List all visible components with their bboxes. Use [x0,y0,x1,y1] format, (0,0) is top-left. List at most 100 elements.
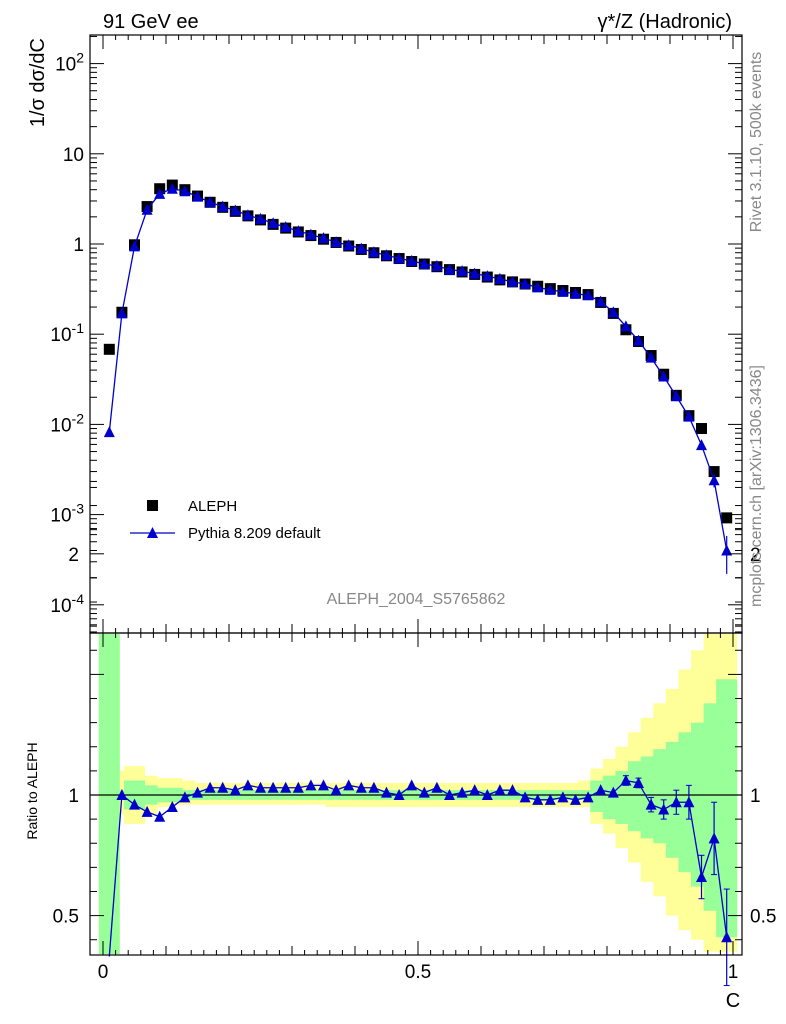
main-y-tick-label: 10-1 [50,320,84,346]
ratio-data-point [507,784,518,796]
ratio-data-point [141,805,153,817]
ratio-data-point [192,786,203,798]
ratio-data-point [381,786,392,798]
ratio-y-tick-label-left: 0.5 [53,907,79,928]
main-y-tick-label: 10-2 [50,410,84,436]
pythia-data-point [116,307,128,319]
main-y-tick-label: 1 [73,235,84,256]
ratio-data-point [494,784,506,796]
pythia-data-point [607,306,619,318]
aleph-data-point [103,343,115,355]
ratio-y-tick-label-right: 2 [750,545,761,566]
main-y-tick-label: 10-3 [50,501,84,527]
pythia-data-point [456,265,468,277]
ratio-data-point [355,781,367,793]
ratio-data-point [607,786,619,798]
x-tick-label: 0 [98,962,109,983]
pythia-data-point [507,275,518,287]
pythia-data-point [280,221,292,233]
pythia-data-point [557,285,569,297]
pythia-data-point [166,182,178,194]
pythia-data-point [696,439,707,451]
ratio-band-1sigma [716,679,738,938]
pythia-data-point [532,281,544,293]
ratio-data-point [393,789,405,800]
x-axis-label: C [726,990,740,1012]
ratio-band-1sigma [98,634,120,954]
pythia-data-point [645,351,657,363]
ratio-data-point [683,796,695,808]
aleph-data-point [721,512,733,524]
aleph-data-point [708,466,720,478]
pythia-data-point [570,287,581,299]
ratio-data-point [582,791,594,803]
pythia-data-point [368,246,380,258]
ratio-frame [89,632,743,956]
ratio-data-point [481,789,493,800]
main-y-axis-label: 1/σ dσ/dC [27,38,49,127]
ratio-data-point [469,784,481,796]
title-right: γ*/Z (Hadronic) [598,11,732,33]
ratio-y-tick-label-right: 1 [750,786,761,807]
pythia-data-point [393,252,405,264]
pythia-data-point [620,320,632,332]
ratio-data-point [456,786,468,798]
ratio-data-point [267,781,279,793]
ratio-data-point [620,774,632,786]
x-tick-label: 0.5 [405,962,431,983]
ratio-data-point [696,871,707,883]
pythia-data-point [330,236,342,248]
legend-pythia-marker [147,527,158,538]
mcplots-source-label: mcplots.cern.ch [arXiv:1306.3436] [748,365,765,607]
pythia-data-point [381,249,392,261]
pythia-data-point [343,239,355,251]
pythia-data-point [544,283,556,295]
ratio-data-point [645,798,657,810]
pythia-data-point [721,544,733,556]
pythia-data-point [519,278,531,290]
ratio-data-point [368,781,380,793]
pythia-data-point [129,240,140,252]
pythia-data-point [305,228,317,240]
ratio-data-point [406,779,418,791]
pythia-data-point [154,187,166,199]
ratio-data-point [444,789,455,800]
ratio-data-point [229,784,241,796]
ratio-data-point [292,781,304,793]
pythia-data-point [418,258,430,270]
analysis-label: ALEPH_2004_S5765862 [327,591,506,608]
pythia-data-point [267,217,279,229]
ratio-data-point [166,801,178,813]
aleph-data-point [696,423,707,435]
pythia-data-point [103,426,115,438]
pythia-data-point [658,370,670,382]
pythia-data-point [292,225,304,237]
main-y-tick-label: 10-4 [50,591,84,617]
title-left: 91 GeV ee [103,11,199,33]
pythia-data-point [255,212,266,224]
pythia-data-point [708,474,720,486]
ratio-data-point [318,779,329,791]
pythia-data-point [192,190,203,202]
pythia-data-point [481,270,493,282]
ratio-data-point [255,781,266,793]
main-y-tick-label: 102 [55,50,84,76]
ratio-data-point [129,798,140,810]
ratio-data-point [179,791,191,803]
legend-aleph-marker [147,500,158,511]
pythia-data-point [683,410,695,422]
pythia-data-point [595,295,607,307]
ratio-data-point [633,776,644,788]
ratio-panel: 0.5 0.5 1 1 2 2 0 0.5 1 Ratio to ALEPH C [24,480,776,1012]
pythia-data-point [217,200,229,212]
pythia-data-point [633,334,644,346]
main-frame [89,34,743,634]
legend-aleph-label: ALEPH [188,498,237,515]
pythia-data-point [242,209,254,221]
ratio-data-point [280,781,292,793]
ratio-data-point [519,791,531,803]
ratio-y-tick-label-right: 0.5 [750,907,776,928]
ratio-data-point [431,781,443,793]
ratio-data-point [721,931,733,943]
